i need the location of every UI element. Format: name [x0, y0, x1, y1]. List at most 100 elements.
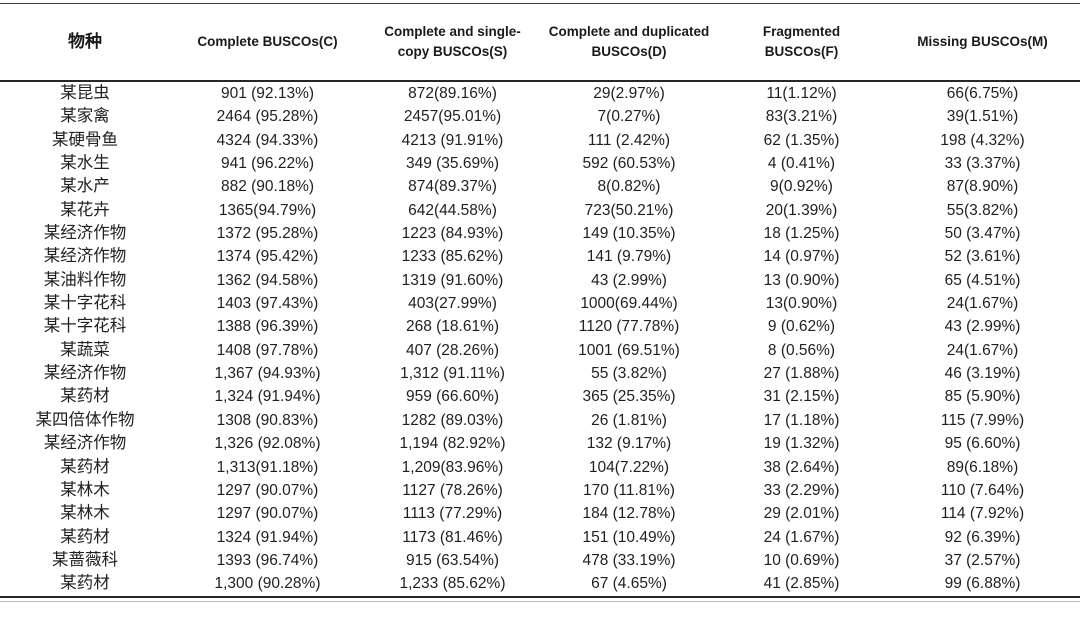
table-row: 某经济作物 1,326 (92.08%) 1,194 (82.92%) 132 (9.…	[0, 432, 1080, 455]
value-cell: 1,367 (94.93%)	[214, 365, 321, 383]
value-cell: 11(1.12%)	[766, 85, 837, 102]
value-cell: 14 (0.97%)	[763, 248, 840, 266]
value-cell: 1297 (90.07%)	[216, 505, 319, 523]
value-cell: 87(8.90%)	[946, 178, 1019, 196]
value-cell: 27 (1.88%)	[763, 365, 840, 383]
value-cell: 29(2.97%)	[593, 85, 665, 102]
value-cell: 62 (1.35%)	[763, 131, 840, 149]
value-cell: 1308 (90.83%)	[216, 411, 319, 429]
value-cell: 2457(95.01%)	[403, 108, 502, 126]
value-cell: 4213 (91.91%)	[401, 131, 504, 149]
species-cell: 某昆虫	[60, 84, 110, 102]
value-cell: 170 (11.81%)	[583, 481, 675, 499]
table-row: 某水产 882 (90.18%) 874(89.37%) 8(0.82%) 9(0.92…	[0, 175, 1080, 198]
table-row: 某经济作物 1,367 (94.93%) 1,312 (91.11%) 55 (3.8…	[0, 362, 1080, 385]
value-cell: 872(89.16%)	[408, 85, 497, 102]
table-row: 某十字花科 1388 (96.39%) 268 (18.61%) 1120 (77.7…	[0, 315, 1080, 338]
value-cell: 959 (66.60%)	[405, 388, 500, 406]
value-cell: 1,324 (91.94%)	[214, 388, 321, 406]
value-cell: 55 (3.82%)	[591, 365, 667, 383]
value-cell: 2464 (95.28%)	[216, 108, 319, 126]
value-cell: 723(50.21%)	[584, 201, 674, 219]
table-row: 某林木 1297 (90.07%) 1127 (78.26%) 170 (11.81%…	[0, 479, 1080, 502]
species-cell: 某林木	[60, 504, 110, 523]
value-cell: 33 (2.29%)	[763, 481, 840, 499]
value-cell: 1374 (95.42%)	[216, 248, 319, 266]
value-cell: 37 (2.57%)	[944, 551, 1021, 569]
species-cell: 某水生	[60, 154, 110, 173]
species-cell: 某家禽	[60, 107, 110, 126]
value-cell: 26 (1.81%)	[591, 411, 667, 429]
value-cell: 1362 (94.58%)	[216, 271, 319, 289]
table-body: 某昆虫 901 (92.13%) 872(89.16%) 29(2.97%) 11(1.…	[0, 81, 1080, 598]
value-cell: 24(1.67%)	[946, 295, 1019, 313]
value-cell: 67 (4.65%)	[540, 572, 718, 598]
value-cell: 10 (0.69%)	[763, 551, 840, 569]
species-cell: 某经济作物	[43, 224, 127, 243]
species-cell: 某油料作物	[43, 270, 127, 289]
species-cell: 某花卉	[60, 200, 110, 219]
value-cell: 132 (9.17%)	[586, 435, 672, 453]
species-cell: 某水产	[60, 177, 110, 196]
value-cell: 1393 (96.74%)	[216, 551, 319, 569]
value-cell: 114 (7.92%)	[940, 505, 1025, 523]
value-cell: 4 (0.41%)	[767, 155, 836, 173]
value-cell: 43 (2.99%)	[591, 271, 667, 289]
value-cell: 1127 (78.26%)	[402, 481, 503, 499]
value-cell: 38 (2.64%)	[763, 458, 840, 476]
table-header: 物种 Complete BUSCOs(C) Complete and singl…	[0, 3, 1080, 82]
species-cell: 某蔬菜	[60, 340, 110, 359]
table-row: 某经济作物 1372 (95.28%) 1223 (84.93%) 149 (10.3…	[0, 222, 1080, 245]
table-row: 某蔬菜 1408 (97.78%) 407 (28.26%) 1001 (69.51%…	[0, 339, 1080, 362]
value-cell: 1001 (69.51%)	[578, 341, 680, 359]
value-cell: 104(7.22%)	[588, 458, 670, 476]
table-bottom-rule	[0, 600, 1080, 602]
value-cell: 1,233 (85.62%)	[365, 572, 540, 598]
value-cell: 1120 (77.78%)	[578, 318, 680, 336]
value-cell: 901 (92.13%)	[220, 85, 315, 102]
table-row: 某硬骨鱼 4324 (94.33%) 4213 (91.91%) 111 (2.42%…	[0, 129, 1080, 152]
species-cell: 某药材	[60, 527, 110, 546]
value-cell: 66(6.75%)	[946, 85, 1019, 102]
value-cell: 1324 (91.94%)	[216, 528, 319, 546]
species-cell: 某林木	[60, 480, 110, 499]
value-cell: 941 (96.22%)	[220, 155, 315, 173]
value-cell: 111 (2.42%)	[587, 131, 671, 149]
table-row: 某经济作物 1374 (95.42%) 1233 (85.62%) 141 (9.79…	[0, 245, 1080, 268]
species-cell: 某经济作物	[43, 247, 127, 266]
value-cell: 18 (1.25%)	[763, 225, 840, 243]
value-cell: 43 (2.99%)	[944, 318, 1021, 336]
value-cell: 39(1.51%)	[946, 108, 1019, 126]
value-cell: 7(0.27%)	[597, 108, 661, 126]
column-header-single-copy-buscos: Complete and single-copy BUSCOs(S)	[365, 3, 540, 82]
value-cell: 99 (6.88%)	[885, 572, 1080, 598]
value-cell: 19 (1.32%)	[763, 435, 840, 453]
value-cell: 115 (7.99%)	[940, 411, 1025, 429]
species-cell: 某十字花科	[43, 317, 127, 336]
species-cell: 某药材	[0, 572, 170, 598]
table-row: 某蔷薇科 1393 (96.74%) 915 (63.54%) 478 (33.19%…	[0, 549, 1080, 572]
value-cell: 1297 (90.07%)	[216, 481, 319, 499]
table-row: 某水生 941 (96.22%) 349 (35.69%) 592 (60.53%) 4…	[0, 152, 1080, 175]
species-cell: 某药材	[60, 457, 110, 476]
value-cell: 1,313(91.18%)	[216, 458, 319, 476]
value-cell: 1,194 (82.92%)	[399, 435, 506, 453]
value-cell: 1388 (96.39%)	[216, 318, 319, 336]
value-cell: 1,312 (91.11%)	[400, 365, 505, 383]
value-cell: 85 (5.90%)	[944, 388, 1021, 406]
value-cell: 1000(69.44%)	[580, 295, 678, 313]
value-cell: 46 (3.19%)	[944, 365, 1021, 383]
value-cell: 8(0.82%)	[597, 178, 661, 196]
value-cell: 151 (10.49%)	[582, 528, 676, 546]
table-row: 某四倍体作物 1308 (90.83%) 1282 (89.03%) 26 (1.81…	[0, 409, 1080, 432]
value-cell: 1403 (97.43%)	[216, 295, 319, 313]
value-cell: 83(3.21%)	[765, 108, 838, 126]
value-cell: 31 (2.15%)	[763, 388, 840, 406]
table-row: 某花卉 1365(94.79%) 642(44.58%) 723(50.21%) 20(…	[0, 199, 1080, 222]
value-cell: 13(0.90%)	[765, 295, 838, 313]
header-row: 物种 Complete BUSCOs(C) Complete and singl…	[0, 3, 1080, 82]
species-cell: 某经济作物	[43, 364, 127, 383]
value-cell: 268 (18.61%)	[405, 318, 500, 336]
value-cell: 33 (3.37%)	[944, 155, 1021, 173]
value-cell: 1,326 (92.08%)	[214, 435, 321, 453]
